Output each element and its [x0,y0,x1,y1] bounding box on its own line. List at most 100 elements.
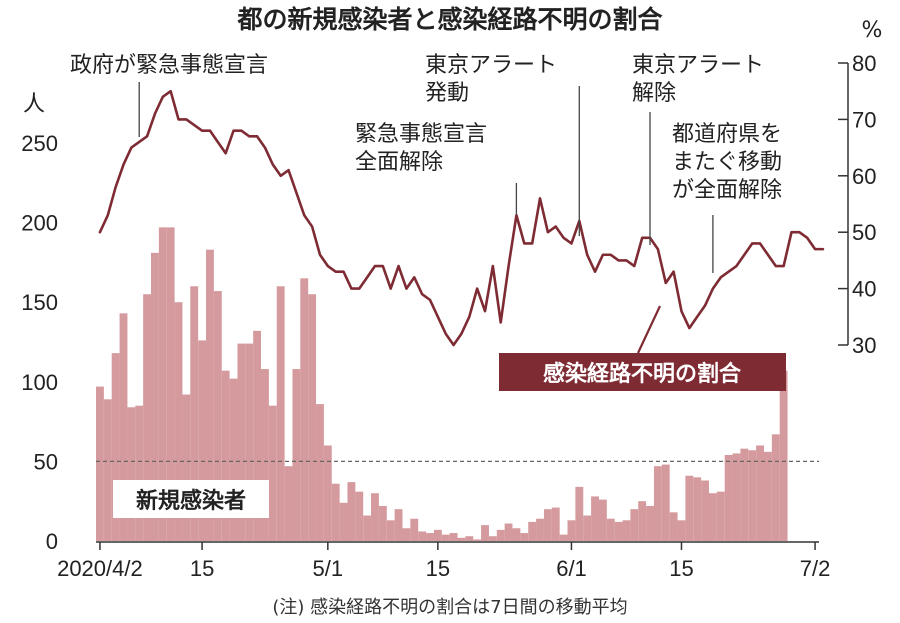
right-tick-label-50: 50 [852,220,876,245]
left-tick-label-150: 150 [21,290,58,315]
legend-new-cases-label: 新規感染者 [136,488,246,514]
bar-16 [221,370,230,541]
x-tick-label-6: 7/2 [800,556,831,581]
bar-39 [402,528,411,541]
bar-54 [520,533,529,541]
bar-46 [457,537,466,541]
bar-37 [386,520,395,541]
bar-15 [213,291,222,541]
bar-44 [441,534,450,541]
bar-42 [426,533,434,541]
annotation-4-line-0: 都道府県を [672,122,782,147]
bar-9 [166,227,175,541]
annotation-4-line-2: が全面解除 [672,178,782,203]
bar-13 [198,340,207,541]
left-tick-label-100: 100 [21,370,58,395]
x-tick-label-3: 15 [426,556,450,581]
left-tick-label-250: 250 [21,131,58,156]
bar-43 [433,529,442,541]
annotation-2-line-0: 東京アラート [425,53,557,78]
annotation-0: 政府が緊急事態宣言 [70,53,268,137]
bar-1 [103,399,112,541]
bar-56 [536,518,544,541]
bar-64 [598,499,607,541]
x-tick-label-0: 2020/4/2 [57,556,143,581]
left-axis-unit: 人 [23,92,45,117]
bar-28 [316,404,324,541]
bar-55 [528,521,537,541]
footnote: (注) 感染経路不明の割合は7日間の移動平均 [272,597,627,618]
right-tick-label-60: 60 [852,164,876,189]
x-axis: 2020/4/2 15 5/1 15 6/1 15 7/2 [57,541,831,581]
bar-29 [323,445,332,541]
bar-26 [300,278,309,541]
bar-24 [284,466,293,541]
bar-87 [779,370,788,541]
right-tick-label-30: 30 [852,333,876,358]
bar-45 [449,533,458,541]
bar-47 [465,536,474,541]
bar-75 [685,475,694,541]
bar-52 [504,523,513,541]
bar-76 [693,477,702,541]
bar-78 [708,493,717,541]
bar-22 [268,405,277,541]
bar-6 [143,294,152,541]
bar-series-new-cases [96,227,788,541]
bar-5 [135,405,144,541]
bar-84 [756,445,764,541]
bar-79 [716,491,725,541]
legend-unknown-route-rate-box [499,353,786,391]
bar-48 [473,539,482,541]
bar-0 [96,386,104,541]
bar-86 [771,434,780,541]
x-tick-label-5: 15 [669,556,693,581]
bar-53 [512,528,521,541]
legend-pointer-line [637,305,661,354]
bar-77 [701,480,709,541]
bar-74 [677,520,686,541]
bar-83 [748,450,757,541]
annotation-4-line-1: またぐ移動 [672,150,782,175]
bar-34 [363,515,372,541]
bar-60 [567,520,576,541]
bar-67 [622,520,631,541]
bar-81 [732,453,741,541]
x-tick-label-1: 15 [190,556,214,581]
bar-31 [339,502,348,541]
left-tick-label-0: 0 [46,529,58,554]
bar-62 [583,515,592,541]
left-tick-label-200: 200 [21,211,58,236]
bar-85 [763,451,772,541]
bar-23 [276,286,285,541]
legend-unknown-route-rate: 感染経路不明の割合 [499,305,786,391]
legend-new-cases: 新規感染者 [113,480,269,518]
bar-51 [496,529,505,541]
bar-72 [661,464,670,541]
bar-58 [551,507,560,541]
bar-3 [119,313,128,541]
bar-36 [378,505,387,541]
annotation-3-line-1: 解除 [632,81,676,106]
bar-11 [182,394,191,541]
unknown-route-rate-line [98,89,825,347]
bar-21 [261,369,269,541]
bar-12 [190,286,199,541]
bar-32 [347,482,356,541]
annotation-2-line-1: 発動 [425,81,469,106]
bar-4 [127,407,136,541]
bar-57 [543,509,552,541]
bar-63 [591,496,599,541]
right-tick-label-80: 80 [852,51,876,76]
annotation-0-line-0: 政府が緊急事態宣言 [70,53,268,78]
bar-66 [614,521,623,541]
bar-18 [237,343,246,541]
bar-33 [355,491,364,541]
bar-20 [253,330,262,541]
bar-80 [724,455,733,541]
bar-30 [331,483,340,541]
bar-19 [245,343,254,541]
